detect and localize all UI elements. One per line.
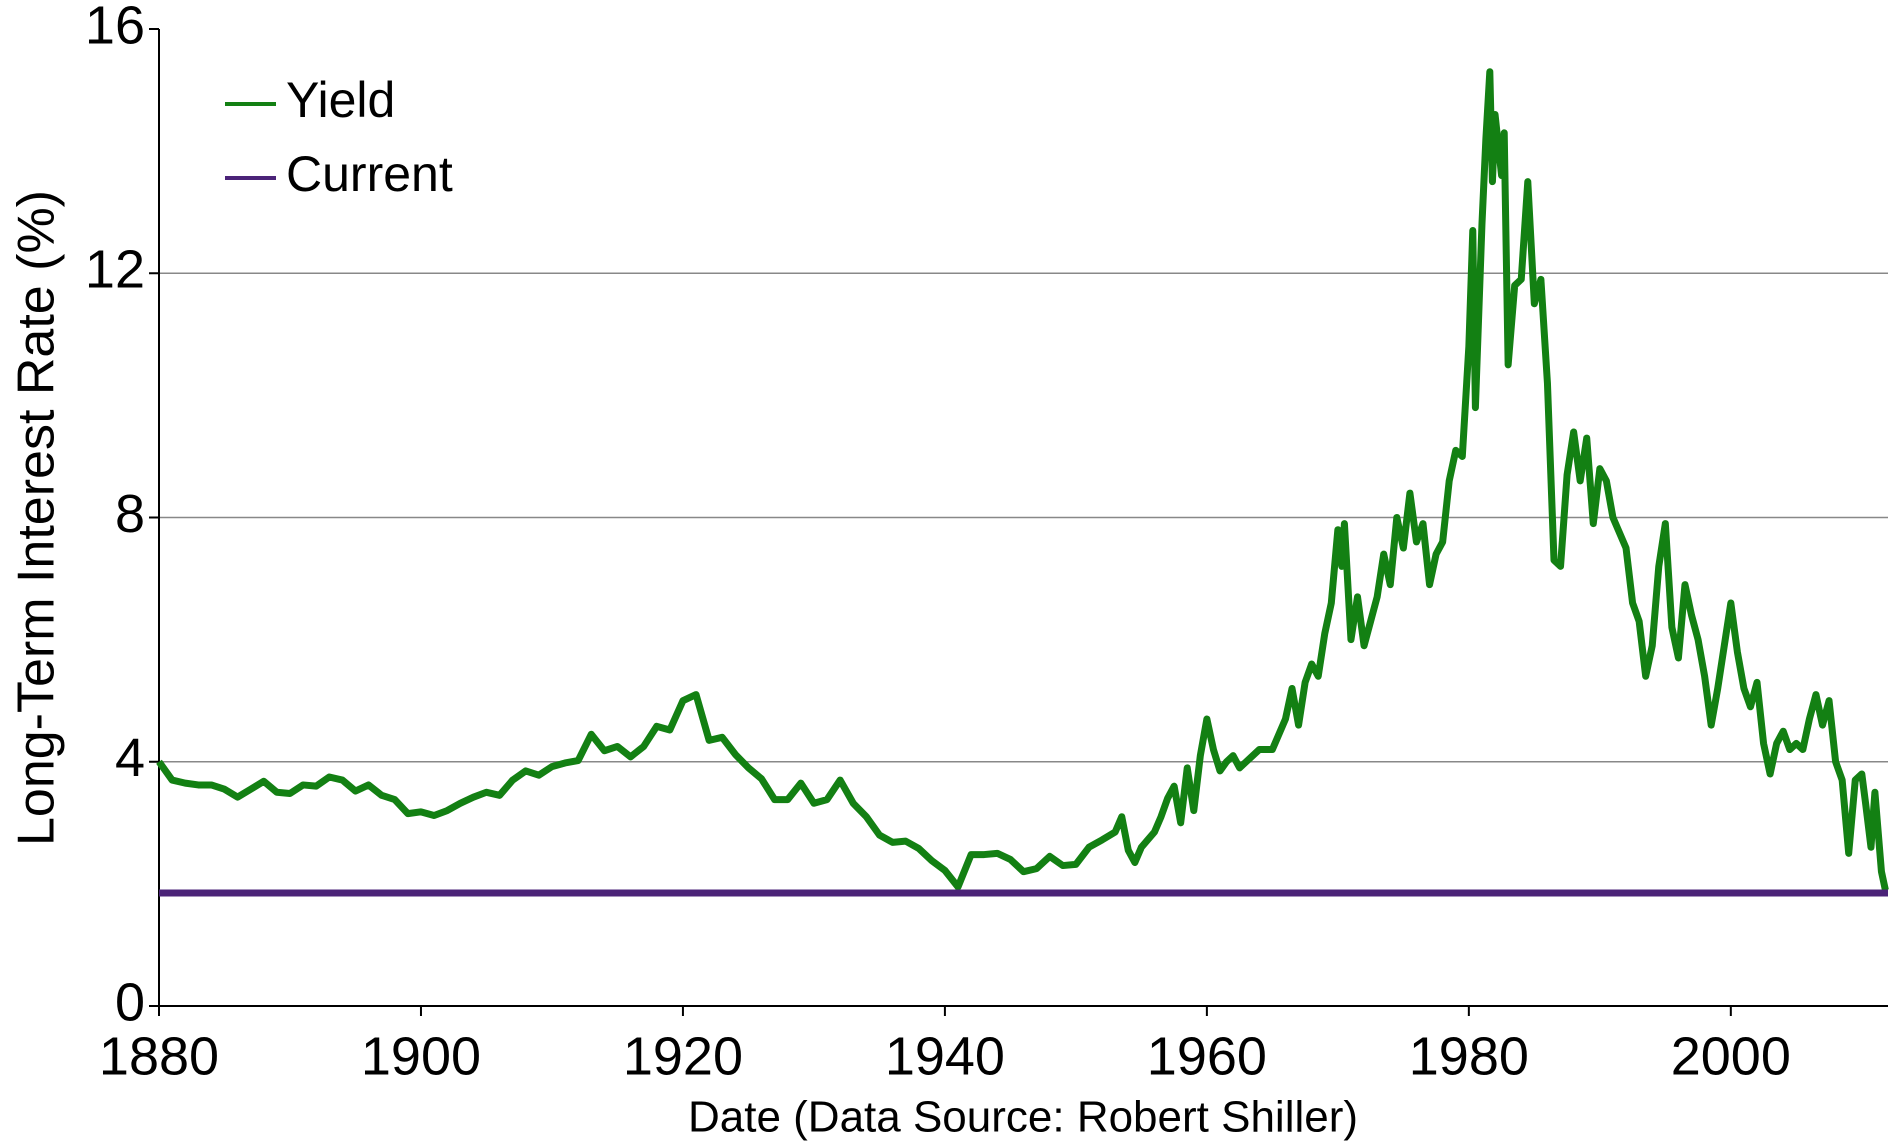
legend-label: Yield xyxy=(286,72,395,128)
y-axis-label: Long-Term Interest Rate (%) xyxy=(8,190,66,846)
y-tick-label: 16 xyxy=(85,0,145,55)
x-tick-label: 1920 xyxy=(623,1026,743,1086)
x-tick-label: 1960 xyxy=(1147,1026,1267,1086)
x-tick-label: 1940 xyxy=(885,1026,1005,1086)
y-tick-label: 4 xyxy=(115,728,145,788)
y-tick-label: 12 xyxy=(85,240,145,300)
y-tick-label: 8 xyxy=(115,484,145,544)
legend-label: Current xyxy=(286,146,453,202)
x-tick-label: 2000 xyxy=(1671,1026,1791,1086)
series-line xyxy=(156,68,1889,891)
x-tick-label: 1980 xyxy=(1409,1026,1529,1086)
x-axis-label: Date (Data Source: Robert Shiller) xyxy=(688,1093,1358,1142)
x-tick-label: 1880 xyxy=(99,1026,219,1086)
y-tick-label: 0 xyxy=(115,972,145,1032)
x-tick-label: 1900 xyxy=(361,1026,481,1086)
